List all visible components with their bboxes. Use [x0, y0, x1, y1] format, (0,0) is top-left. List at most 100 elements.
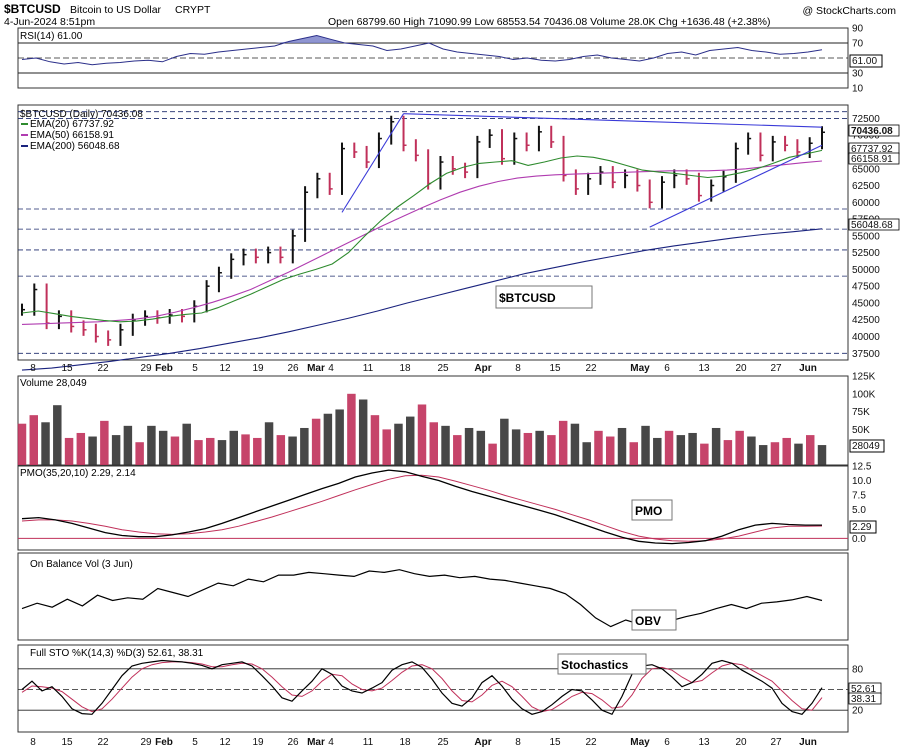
volume-bar [441, 425, 450, 465]
support-trendline [649, 144, 823, 228]
volume-bar [17, 423, 27, 465]
legend-entry: EMA(200) 56048.68 [30, 141, 120, 152]
x-axis-top-label: Feb [155, 363, 173, 374]
pmo-last-label: 2.29 [852, 522, 872, 533]
price-tick: 52500 [852, 248, 880, 259]
x-axis-top-label: 18 [399, 363, 411, 374]
price-grid [18, 111, 848, 354]
stochastics-panel: Full STO %K(14,3) %D(3) 52.61, 38.31 80 5… [18, 648, 882, 717]
volume-bar [123, 425, 133, 465]
x-axis-bottom-label: 26 [287, 737, 299, 748]
volume-bar [747, 436, 756, 465]
pmo-line [21, 469, 822, 545]
volume-bar [241, 434, 250, 465]
x-axis-top-label: 27 [770, 363, 782, 374]
x-axis-bottom-label: Feb [155, 737, 173, 748]
volume-bar [770, 442, 780, 465]
pmo-title: PMO(35,20,10) 2.29, 2.14 [20, 468, 136, 479]
x-axis-top-label: 4 [328, 363, 334, 374]
volume-bar [370, 415, 380, 465]
x-axis-top-label: 22 [97, 363, 109, 374]
price-last-label: 70436.08 [851, 126, 893, 137]
copyright-label: @ StockCharts.com [802, 5, 896, 17]
rsi-tick: 30 [852, 69, 864, 80]
x-axis-top-label: Apr [474, 363, 491, 374]
volume-bar [735, 430, 744, 465]
sto-label-text: Stochastics [561, 658, 629, 672]
volume-bar [147, 425, 156, 465]
volume-bar [406, 416, 415, 465]
chart-datetime: 4-Jun-2024 8:51pm [4, 16, 95, 28]
x-axis-bottom-label: 13 [698, 737, 710, 748]
volume-bar [253, 437, 262, 465]
rising-trendline [341, 113, 405, 213]
vol-tick: 125K [852, 372, 876, 383]
price-tick: 72500 [852, 114, 880, 125]
panel-frame-5 [17, 644, 849, 733]
pmo-plot [18, 469, 848, 545]
volume-last-value: 28049 [849, 439, 885, 453]
volume-bar [806, 435, 815, 465]
price-label-box [495, 285, 593, 309]
price-tick: 45000 [852, 298, 880, 309]
volume-bar [594, 430, 603, 465]
x-axis-bottom-label: 4 [328, 737, 334, 748]
volume-bar [335, 409, 344, 465]
sto-tick: 20 [852, 706, 864, 717]
volume-bar [464, 427, 474, 465]
volume-bar [135, 442, 144, 465]
x-axis-bottom: 8 15 22 29 Feb 5 12 19 26 Mar 4 11 18 25 Apr 8 15 22 May 6 1… [30, 737, 817, 748]
x-axis-top-label: 20 [735, 363, 747, 374]
volume-bar [264, 422, 274, 465]
x-axis-bottom-label: May [630, 737, 650, 748]
price-panel: $BTCUSD (Daily) 70436.08 EMA(20) 67737.9… [18, 109, 900, 371]
sto-last-label: 38.31 [851, 694, 876, 705]
rsi-line [21, 34, 823, 66]
price-tick: 37500 [852, 349, 880, 360]
panel-frame-1 [17, 104, 849, 361]
volume-bar [453, 435, 462, 465]
x-axis-top-label: 29 [140, 363, 152, 374]
x-axis-bottom-label: 19 [252, 737, 264, 748]
sto-plot [18, 659, 848, 716]
price-last-label: 67737.92 [851, 144, 893, 155]
volume-bar [700, 443, 709, 465]
x-axis-top-label: 13 [698, 363, 710, 374]
x-axis-bottom-label: Jun [799, 737, 817, 748]
ohlc-readout: Open 68799.60 High 71090.99 Low 68553.54… [328, 16, 771, 28]
x-axis-top-label: 15 [549, 363, 561, 374]
volume-bar [229, 430, 238, 465]
obv-label-box [631, 609, 677, 631]
price-last-label: 56048.68 [851, 220, 893, 231]
sto-k-line [21, 659, 823, 716]
price-last-box [848, 124, 900, 137]
volume-title: Volume 28,049 [20, 378, 87, 389]
volume-bar [617, 427, 627, 465]
volume-bar [476, 430, 486, 465]
sto-d-line [21, 661, 823, 713]
x-axis-bottom-label: 27 [770, 737, 782, 748]
panel-frame-3 [17, 465, 849, 551]
volume-bar [429, 422, 438, 465]
price-label-text: $BTCUSD [499, 291, 556, 305]
volume-bar [488, 443, 497, 465]
price-tick: 40000 [852, 332, 880, 343]
x-axis-bottom-label: 29 [140, 737, 152, 748]
pmo-label-text: PMO [635, 504, 662, 518]
volume-bar [606, 436, 615, 465]
volume-bar [64, 437, 74, 465]
volume-bar [347, 393, 356, 465]
vol-tick: 50K [852, 425, 870, 436]
vol-tick: 100K [852, 389, 876, 400]
pmo-tick: 12.5 [852, 462, 872, 473]
volume-bar [76, 432, 86, 465]
price-tick: 47500 [852, 282, 880, 293]
volume-bar [276, 435, 286, 465]
x-axis-bottom-label: 5 [192, 737, 198, 748]
x-axis-top-label: 11 [363, 363, 374, 374]
volume-bar [394, 423, 403, 465]
volume-bar [194, 440, 203, 465]
volume-bar [88, 436, 97, 465]
volume-bar [782, 437, 791, 465]
